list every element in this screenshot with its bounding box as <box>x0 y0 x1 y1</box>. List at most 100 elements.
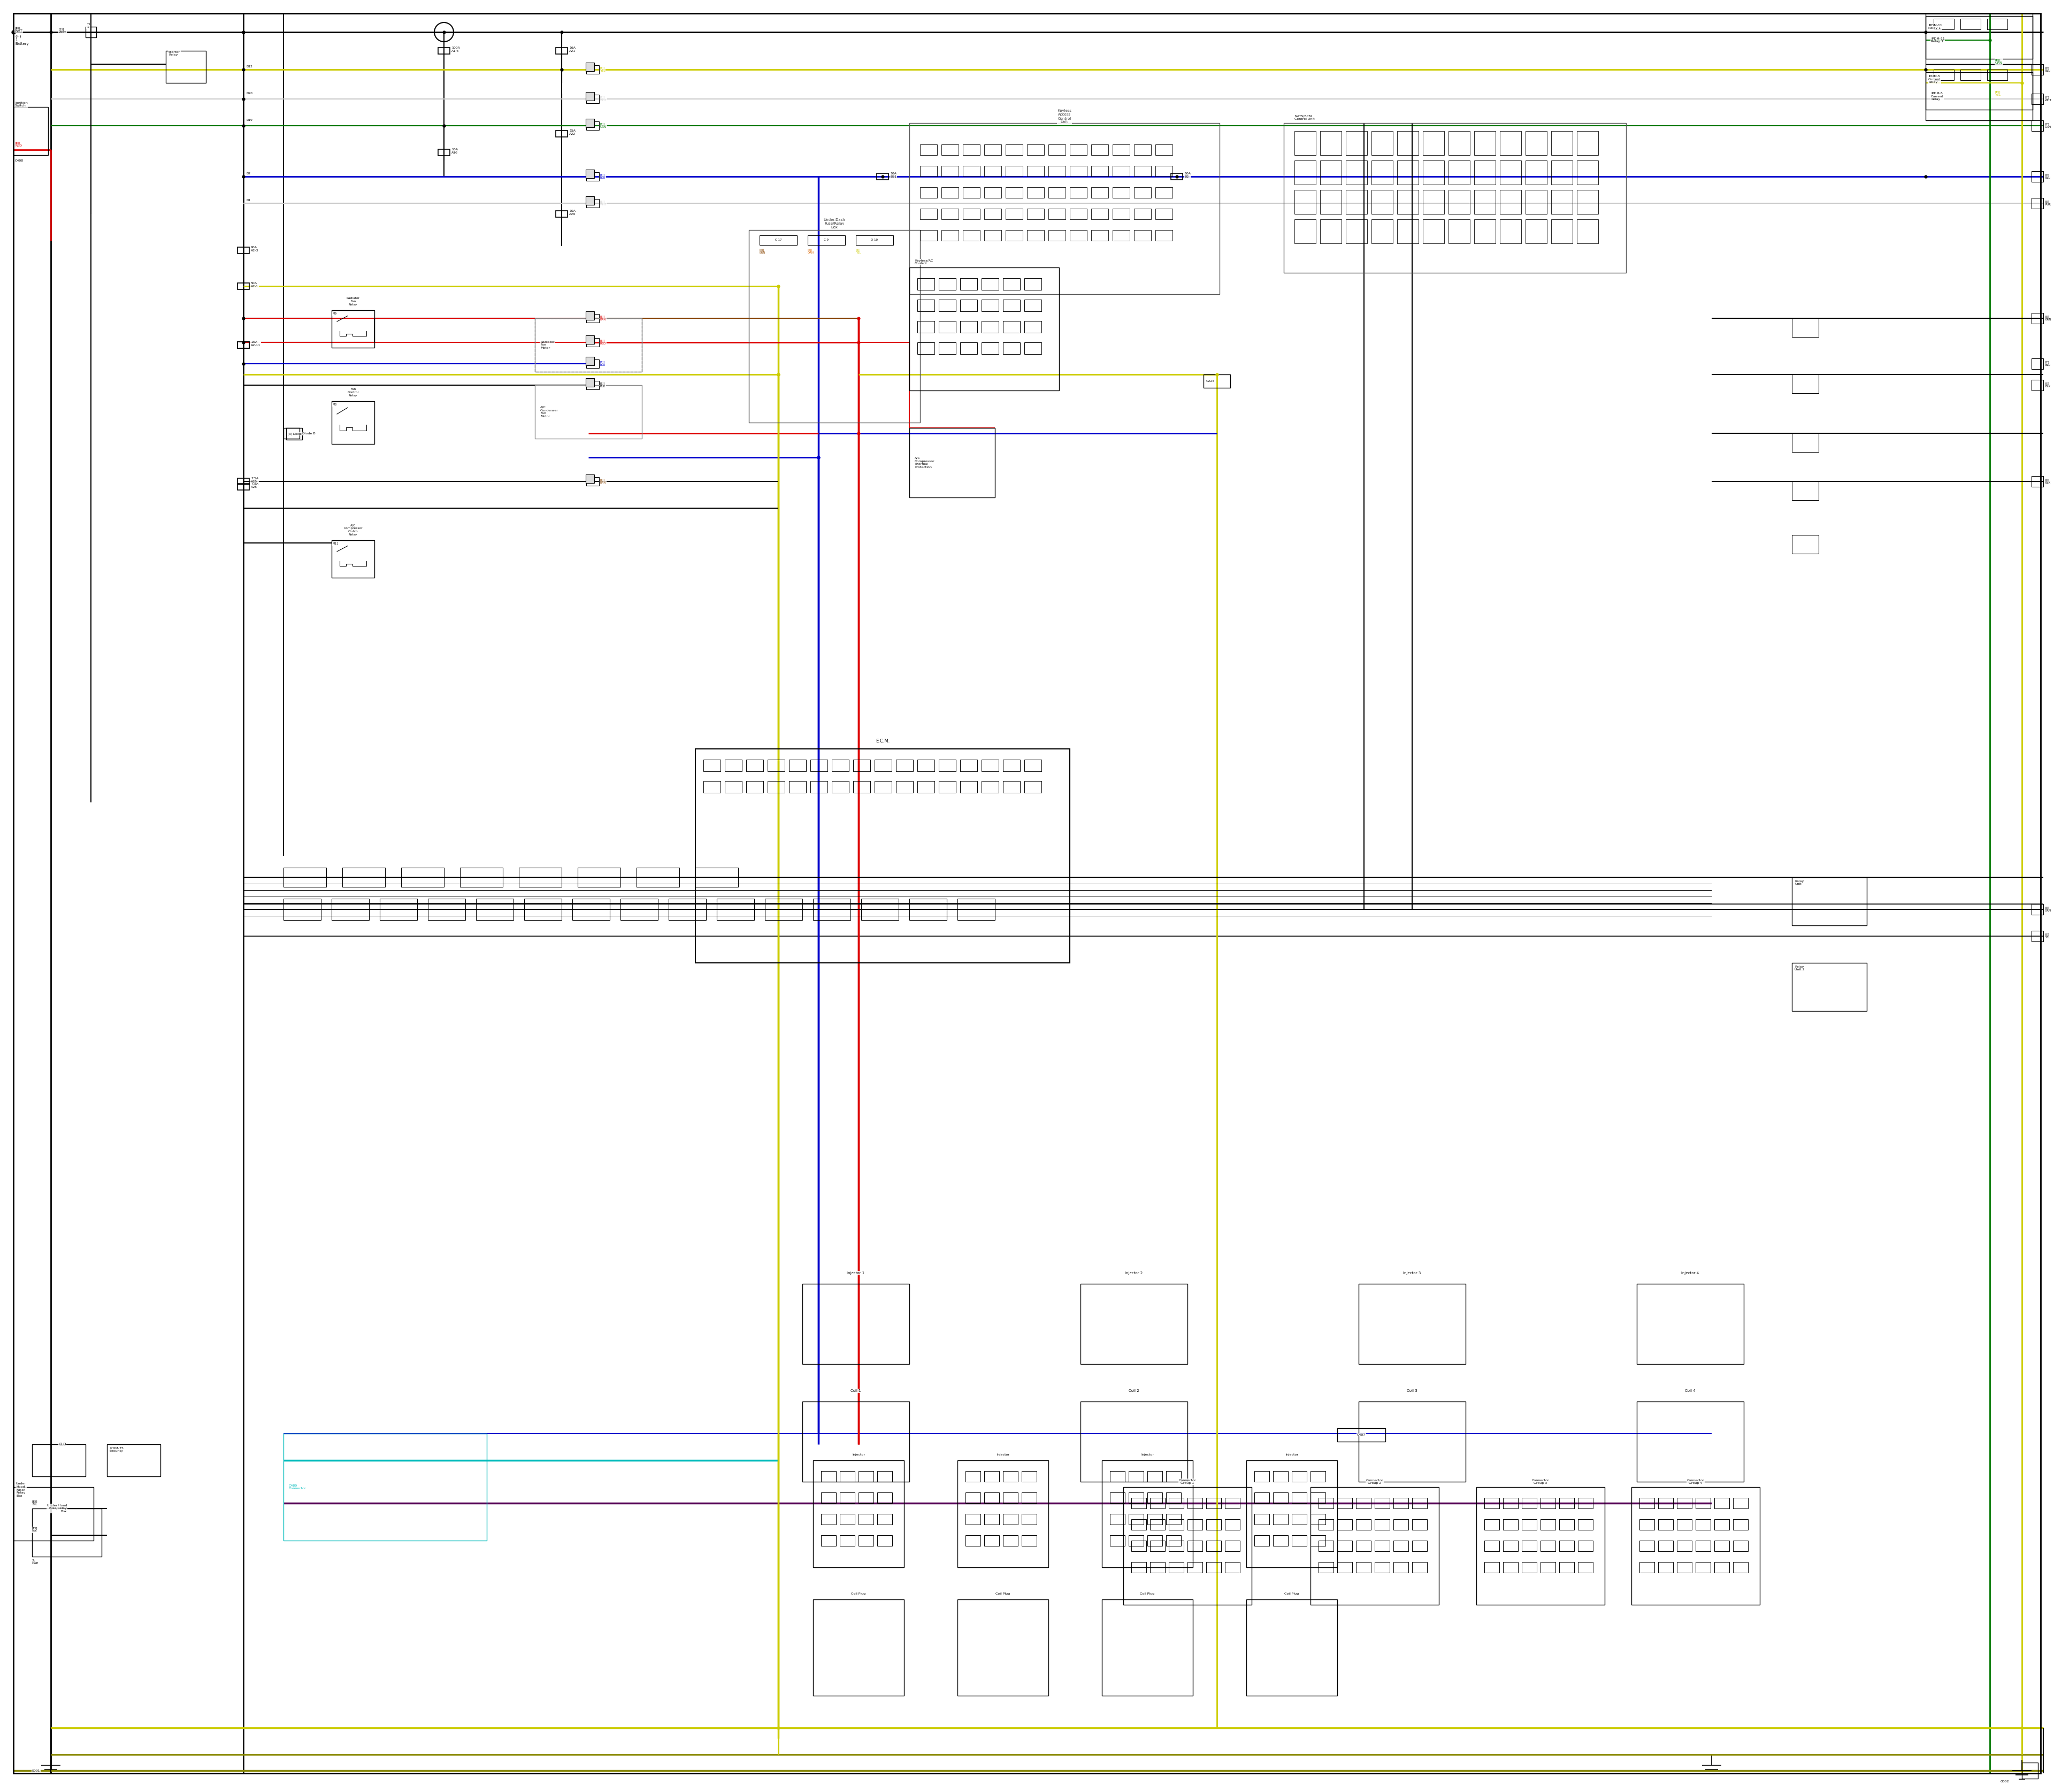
Bar <box>1247 1600 1337 1695</box>
Bar <box>1337 1541 1352 1552</box>
Bar <box>1113 167 1130 177</box>
Bar <box>1397 161 1419 185</box>
Text: 60A
A2-3: 60A A2-3 <box>251 246 259 253</box>
Bar <box>811 781 828 792</box>
Bar <box>585 314 600 323</box>
Bar <box>1150 1541 1165 1552</box>
Bar <box>1091 167 1109 177</box>
Bar <box>585 199 600 208</box>
Bar <box>1273 1471 1288 1482</box>
Bar <box>965 1514 980 1525</box>
Bar <box>813 1600 904 1695</box>
Bar <box>1150 1498 1165 1509</box>
Bar <box>896 760 914 771</box>
Bar <box>1577 1541 1594 1552</box>
Bar <box>1002 781 1021 792</box>
Text: Radiator
Fan
Relay: Radiator Fan Relay <box>347 297 359 306</box>
Bar <box>1413 1498 1428 1509</box>
Bar <box>1292 1514 1306 1525</box>
Bar <box>1002 1514 1019 1525</box>
Bar <box>920 229 937 240</box>
Bar <box>1397 219 1419 244</box>
Bar <box>1577 1498 1594 1509</box>
Bar <box>1540 1563 1555 1573</box>
Bar <box>1475 131 1495 156</box>
Bar <box>1025 299 1041 312</box>
Bar <box>1021 1536 1037 1546</box>
Bar <box>1255 1493 1269 1503</box>
Text: 10A
A29: 10A A29 <box>569 210 575 215</box>
Bar <box>1637 1283 1744 1364</box>
Bar <box>807 235 844 246</box>
Bar <box>1577 131 1598 156</box>
Bar <box>1027 186 1043 197</box>
Bar <box>963 186 980 197</box>
Text: 50A
A2-1: 50A A2-1 <box>251 281 259 289</box>
Bar <box>1148 1493 1163 1503</box>
Bar <box>910 124 1220 294</box>
Text: D 10: D 10 <box>871 238 877 242</box>
Bar <box>1294 219 1317 244</box>
Bar <box>1132 1498 1146 1509</box>
Bar <box>1734 1541 1748 1552</box>
Bar <box>1187 1520 1202 1530</box>
Bar <box>1319 1563 1333 1573</box>
Bar <box>107 1444 160 1477</box>
Bar <box>1374 1541 1391 1552</box>
Bar <box>1002 321 1021 333</box>
Text: Coil 1: Coil 1 <box>850 1389 861 1392</box>
Text: IPDM-11
Relay 1: IPDM-11 Relay 1 <box>1929 23 1943 30</box>
Bar <box>1006 208 1023 219</box>
Bar <box>746 760 764 771</box>
Bar <box>1337 1428 1384 1441</box>
Bar <box>1499 219 1522 244</box>
Bar <box>822 1536 836 1546</box>
Bar <box>1224 1498 1241 1509</box>
Bar <box>1021 1493 1037 1503</box>
Bar <box>283 428 300 439</box>
Text: Coil Plug: Coil Plug <box>850 1593 867 1595</box>
Bar <box>910 428 994 498</box>
Bar <box>1292 1493 1306 1503</box>
Bar <box>1551 219 1573 244</box>
Bar <box>939 781 955 792</box>
Bar <box>585 172 600 181</box>
Bar <box>877 1471 891 1482</box>
Bar <box>1070 229 1087 240</box>
Bar <box>1091 145 1109 156</box>
Bar <box>1273 1493 1288 1503</box>
Bar <box>2031 358 2044 369</box>
Text: D19: D19 <box>246 118 253 122</box>
Bar <box>86 27 97 38</box>
Bar <box>1345 131 1368 156</box>
Bar <box>1522 1563 1536 1573</box>
Text: A/C
Condenser
Fan
Motor: A/C Condenser Fan Motor <box>540 407 559 418</box>
Bar <box>1080 1401 1187 1482</box>
Bar <box>1292 1536 1306 1546</box>
Bar <box>939 321 955 333</box>
Bar <box>1345 219 1368 244</box>
Bar <box>984 145 1002 156</box>
Bar <box>585 357 594 366</box>
Bar <box>1128 1471 1144 1482</box>
Bar <box>1374 1498 1391 1509</box>
Text: IPDM-11
Relay 1: IPDM-11 Relay 1 <box>1931 38 1945 43</box>
Text: Injector 2: Injector 2 <box>1126 1272 1142 1274</box>
Bar <box>1358 1401 1467 1482</box>
Bar <box>585 475 594 484</box>
Bar <box>1021 1514 1037 1525</box>
Text: [EJ]
YEL: [EJ] YEL <box>857 249 861 254</box>
Bar <box>1526 161 1547 185</box>
Bar <box>331 898 370 919</box>
Bar <box>577 867 620 887</box>
Bar <box>2031 314 2044 324</box>
Bar <box>1499 190 1522 213</box>
Bar <box>1559 1520 1573 1530</box>
Bar <box>1224 1541 1241 1552</box>
Bar <box>283 867 327 887</box>
Bar <box>920 186 937 197</box>
Text: 16A
A16: 16A A16 <box>452 149 458 154</box>
Bar <box>585 378 594 387</box>
Bar <box>1025 278 1041 290</box>
Bar <box>1522 1541 1536 1552</box>
